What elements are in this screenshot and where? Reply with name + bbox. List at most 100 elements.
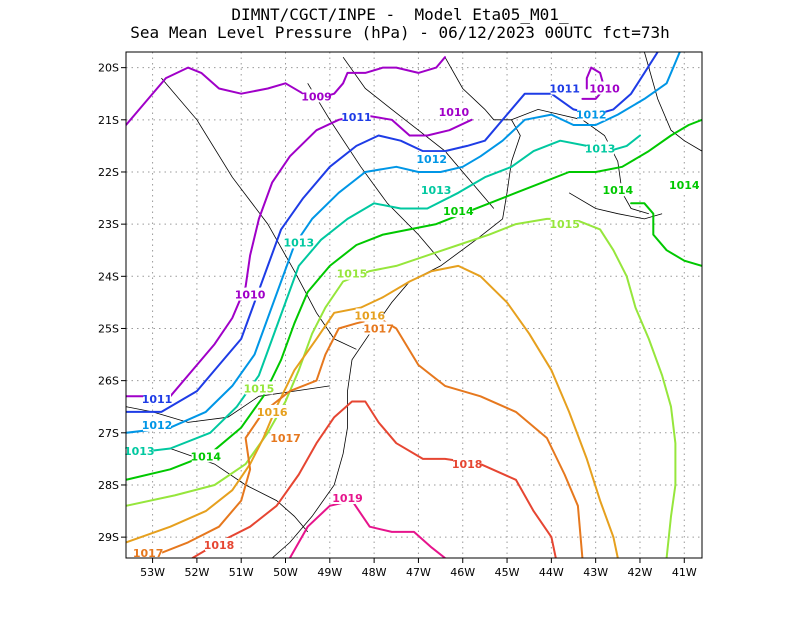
- isobar-label-bg: [205, 537, 234, 551]
- isobar-1010: [581, 66, 606, 100]
- y-tick-label: 20S: [98, 62, 119, 75]
- state-border: [342, 56, 495, 209]
- isobar-label-1013: 1013: [585, 143, 616, 156]
- isobar-label-bg: [364, 321, 393, 335]
- isobar-label-1015: 1015: [337, 268, 368, 281]
- isobar-label-1009: 1009: [301, 90, 332, 103]
- x-tick-label: 41W: [672, 566, 697, 579]
- x-tick-label: 49W: [317, 566, 342, 579]
- isobar-label-1014: 1014: [603, 184, 634, 197]
- isobar-label-bg: [284, 235, 313, 249]
- isobar-1010: [126, 113, 473, 398]
- x-tick-label: 45W: [495, 566, 520, 579]
- isobar-label-bg: [333, 491, 362, 505]
- isobar-label-bg: [550, 81, 579, 95]
- y-tick-label: 27S: [98, 427, 119, 440]
- isobar-label-bg: [236, 287, 265, 301]
- isobar-1016: [126, 264, 619, 558]
- isobar-label-1013: 1013: [124, 445, 155, 458]
- y-tick-label: 21S: [98, 114, 119, 127]
- title-line-1: DIMNT/CGCT/INPE - Model Eta05_M01_: [231, 5, 569, 24]
- isobar-1017: [147, 317, 584, 558]
- isobar-label-bg: [143, 391, 172, 405]
- isobar-label-1014: 1014: [190, 450, 221, 463]
- isobar-label-1012: 1012: [142, 419, 173, 432]
- isobar-1019: [288, 499, 446, 558]
- x-tick-label: 53W: [140, 566, 165, 579]
- isobar-label-1019: 1019: [332, 492, 363, 505]
- isobar-label-1017: 1017: [270, 432, 301, 445]
- isobar-label-1018: 1018: [452, 458, 483, 471]
- x-tick-label: 44W: [539, 566, 564, 579]
- isobar-label-bg: [302, 89, 331, 103]
- isobar-label-1012: 1012: [416, 153, 447, 166]
- isobar-label-bg: [143, 417, 172, 431]
- isobar-label-1014: 1014: [669, 179, 700, 192]
- isobar-1018: [191, 400, 557, 558]
- isobar-label-1016: 1016: [257, 406, 288, 419]
- y-tick-label: 25S: [98, 322, 119, 335]
- x-tick-label: 51W: [229, 566, 254, 579]
- state-border: [568, 192, 663, 220]
- isobar-label-bg: [191, 449, 220, 463]
- x-tick-label: 50W: [273, 566, 298, 579]
- x-axis-ticks: 53W 52W 51W 50W 49W 48W 47W 46W 45W 44W 43W 42W 41W: [140, 558, 697, 579]
- isobar-label-bg: [550, 217, 579, 231]
- isobar-label-bg: [586, 141, 615, 155]
- isobar-labels: 1009 1010 1010 1010 1011 1011 1011 1012 1012 1012…: [124, 81, 700, 560]
- y-axis-ticks: 20S 21S 22S 23S 24S 25S 26S 27S 28S 29S: [98, 62, 126, 544]
- title-line-2: Sea Mean Level Pressure (hPa) - 06/12/20…: [130, 23, 670, 42]
- isobar-label-1010: 1010: [439, 106, 470, 119]
- isobar-label-1011: 1011: [142, 393, 173, 406]
- y-tick-label: 24S: [98, 270, 119, 283]
- isobar-label-bg: [422, 183, 451, 197]
- isobar-label-bg: [417, 151, 446, 165]
- x-tick-label: 43W: [583, 566, 608, 579]
- isobar-label-bg: [342, 110, 371, 124]
- isobar-label-1017: 1017: [363, 322, 394, 335]
- isobar-label-1015: 1015: [549, 218, 580, 231]
- isobar-label-1014: 1014: [443, 205, 474, 218]
- isobar-label-1012: 1012: [576, 109, 607, 122]
- isobar-1014: [630, 202, 702, 267]
- y-tick-label: 26S: [98, 375, 119, 388]
- isobar-label-1016: 1016: [354, 309, 385, 322]
- x-tick-label: 42W: [628, 566, 653, 579]
- isobar-label-bg: [337, 266, 366, 280]
- isobar-label-1018: 1018: [204, 539, 235, 552]
- isobar-label-bg: [134, 545, 163, 559]
- isobar-label-1010: 1010: [589, 83, 620, 96]
- isobar-label-1015: 1015: [244, 382, 275, 395]
- x-tick-label: 46W: [450, 566, 475, 579]
- y-tick-label: 22S: [98, 166, 119, 179]
- isobar-label-bg: [453, 457, 482, 471]
- x-tick-label: 48W: [362, 566, 387, 579]
- isobar-label-bg: [258, 404, 287, 418]
- state-border: [644, 52, 702, 152]
- state-border: [307, 83, 441, 261]
- isobar-label-1010: 1010: [235, 289, 266, 302]
- plot-background: [126, 52, 702, 558]
- isobar-label-bg: [271, 431, 300, 445]
- chart-title: DIMNT/CGCT/INPE - Model Eta05_M01_ Sea M…: [0, 6, 800, 42]
- isobar-label-bg: [590, 81, 619, 95]
- isobar-label-bg: [603, 183, 632, 197]
- plot-frame: [125, 51, 703, 559]
- state-border: [511, 108, 649, 215]
- isobar-label-1013: 1013: [421, 184, 452, 197]
- isobar-label-bg: [125, 444, 154, 458]
- isobar-label-bg: [670, 178, 699, 192]
- isobar-label-bg: [439, 104, 468, 118]
- isobar-label-bg: [577, 107, 606, 121]
- isobar-1012: [126, 52, 681, 434]
- y-tick-label: 29S: [98, 531, 119, 544]
- isobar-label-1011: 1011: [341, 111, 372, 124]
- isobar-1014: [126, 118, 702, 481]
- y-tick-label: 28S: [98, 479, 119, 492]
- isobar-label-1011: 1011: [549, 83, 580, 96]
- x-tick-label: 47W: [406, 566, 431, 579]
- state-border: [161, 77, 357, 350]
- isobar-label-bg: [244, 381, 273, 395]
- isobar-label-1013: 1013: [283, 236, 314, 249]
